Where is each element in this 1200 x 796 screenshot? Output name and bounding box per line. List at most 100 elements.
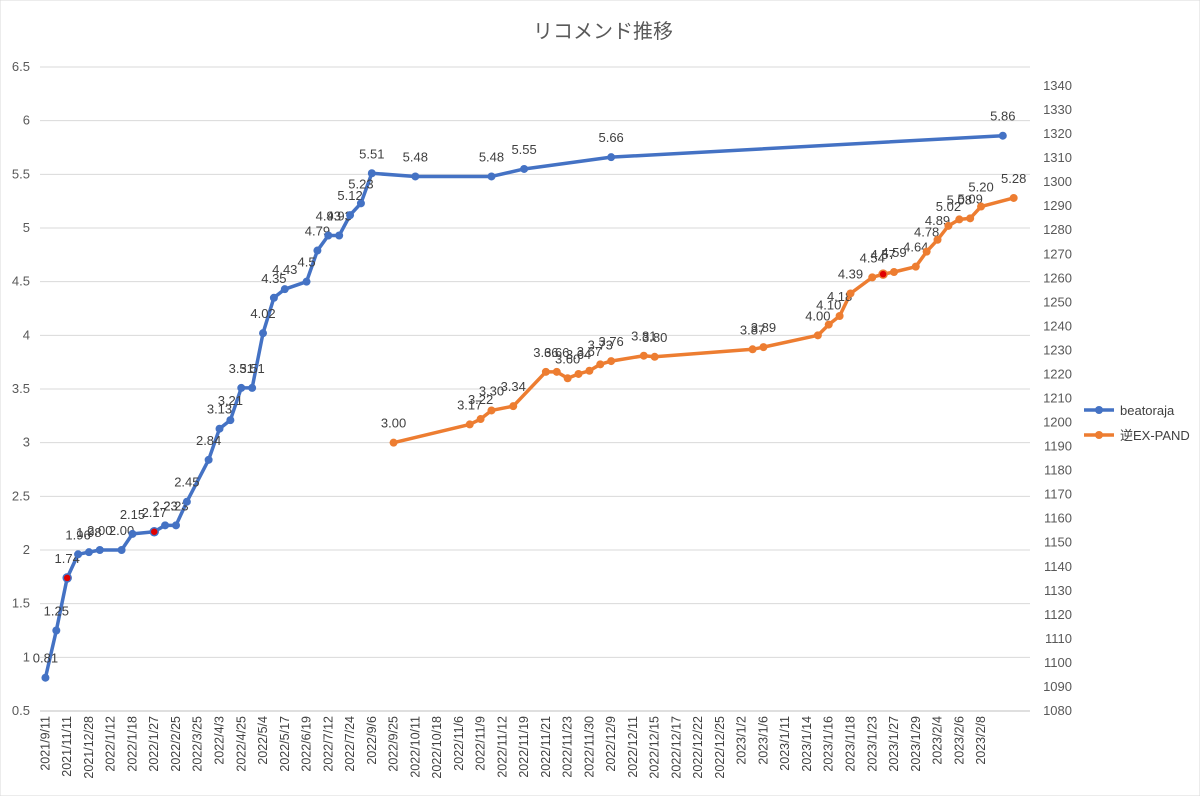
right-tick-label: 1270 <box>1043 246 1072 261</box>
left-tick-label: 2 <box>23 542 30 557</box>
data-label: 3.30 <box>479 383 504 398</box>
data-point <box>259 329 268 338</box>
data-label: 3.22 <box>468 392 493 407</box>
x-tick-label: 2022/11/9 <box>474 716 488 771</box>
x-tick-label: 2023/1/23 <box>865 716 879 772</box>
data-point <box>998 131 1007 140</box>
x-tick-label: 2022/6/19 <box>300 716 314 772</box>
right-tick-label: 1300 <box>1043 174 1072 189</box>
left-y-axis: 0.5 1 1.5 2 2.5 3 3.5 4 4.5 5 5.5 6 6.5 <box>12 59 30 718</box>
right-tick-label: 1340 <box>1043 78 1072 93</box>
legend-label: beatoraja <box>1120 403 1175 418</box>
x-tick-label: 2022/11/12 <box>495 716 509 778</box>
data-point <box>324 231 333 240</box>
data-label: 3.66 <box>544 345 569 360</box>
data-point <box>955 215 964 224</box>
data-label: 3.64 <box>566 347 591 362</box>
right-tick-label: 1170 <box>1044 487 1072 502</box>
data-point <box>563 374 572 383</box>
data-label: 0.81 <box>33 651 58 666</box>
legend-label: 逆EX-PAND <box>1120 428 1190 443</box>
data-point <box>62 573 72 583</box>
x-tick-label: 2023/1/18 <box>843 716 857 772</box>
x-tick-label: 2023/1/16 <box>822 716 836 772</box>
data-point <box>487 172 496 181</box>
data-point <box>226 416 235 425</box>
data-point <box>933 235 942 244</box>
x-axis: 2021/9/11 2021/11/11 2021/12/28 2022/1/12 20… <box>38 710 1030 779</box>
data-label: 2.84 <box>196 433 221 448</box>
data-point <box>922 247 931 256</box>
data-label: 5.12 <box>337 188 362 203</box>
data-label: 4.93 <box>327 209 352 224</box>
right-tick-label: 1090 <box>1043 679 1072 694</box>
data-label: 5.28 <box>1001 171 1026 186</box>
data-label: 5.02 <box>936 199 961 214</box>
data-label: 1.96 <box>65 527 90 542</box>
data-label: 5.09 <box>958 191 983 206</box>
series-1: 3.00 3.173.223.303.34 3.663.663.603.643.67… <box>381 171 1026 447</box>
right-tick-label: 1190 <box>1044 439 1072 454</box>
x-tick-label: 2022/12/17 <box>669 716 683 779</box>
data-point <box>607 153 616 162</box>
data-point <box>846 289 855 298</box>
x-tick-label: 2022/10/11 <box>408 716 422 778</box>
data-label: 3.21 <box>218 393 243 408</box>
data-label: 4.59 <box>881 245 906 260</box>
left-tick-label: 6.5 <box>12 59 30 74</box>
x-tick-label: 2022/1/18 <box>125 716 139 772</box>
data-label: 2.00 <box>87 523 112 538</box>
data-point <box>1009 193 1018 202</box>
data-label: 4.54 <box>860 250 885 265</box>
legend-marker <box>1095 431 1103 439</box>
right-tick-label: 1320 <box>1043 126 1072 141</box>
data-label: 4.35 <box>261 271 286 286</box>
data-point <box>302 277 311 286</box>
data-label: 3.34 <box>501 379 526 394</box>
x-tick-label: 2022/11/23 <box>561 716 575 778</box>
left-tick-label: 4 <box>23 327 30 342</box>
right-tick-label: 1240 <box>1043 318 1072 333</box>
x-tick-label: 2022/9/6 <box>365 716 379 765</box>
right-tick-label: 1310 <box>1043 150 1072 165</box>
left-tick-label: 5 <box>23 220 30 235</box>
right-tick-label: 1260 <box>1043 270 1072 285</box>
x-tick-label: 2022/2/25 <box>169 716 183 772</box>
data-point <box>585 366 594 375</box>
left-tick-label: 5.5 <box>12 166 30 181</box>
data-label: 4.57 <box>870 247 895 262</box>
data-label: 3.76 <box>598 334 623 349</box>
x-tick-label: 2022/1/12 <box>104 716 118 772</box>
data-label: 2.23 <box>163 498 188 513</box>
data-point <box>509 402 518 411</box>
left-tick-label: 3 <box>23 435 30 450</box>
data-point <box>759 343 768 352</box>
x-tick-label: 2022/10/18 <box>430 716 444 779</box>
left-tick-label: 6 <box>23 113 30 128</box>
x-tick-label: 2022/12/9 <box>604 716 618 772</box>
x-tick-label: 2021/9/11 <box>38 716 52 771</box>
right-tick-label: 1080 <box>1043 703 1072 718</box>
data-point <box>878 269 888 279</box>
data-point <box>117 546 126 554</box>
x-tick-label: 2022/7/12 <box>321 716 335 772</box>
x-tick-label: 2022/12/11 <box>626 716 640 778</box>
right-tick-label: 1150 <box>1044 535 1072 550</box>
right-tick-label: 1110 <box>1045 631 1072 646</box>
data-label: 3.51 <box>229 361 254 376</box>
data-point <box>74 550 83 559</box>
data-point <box>868 273 877 282</box>
data-label: 5.51 <box>359 146 384 161</box>
data-label: 5.23 <box>348 176 373 191</box>
data-label: 3.89 <box>751 320 776 335</box>
x-tick-label: 2022/11/30 <box>582 716 596 778</box>
data-point <box>237 383 246 392</box>
data-point <box>346 211 355 220</box>
data-label: 4.00 <box>805 308 830 323</box>
data-point <box>541 367 550 376</box>
data-point <box>52 626 61 635</box>
data-label: 2.17 <box>142 505 167 520</box>
data-label: 4.5 <box>297 255 315 270</box>
data-label: 2.45 <box>174 475 199 490</box>
